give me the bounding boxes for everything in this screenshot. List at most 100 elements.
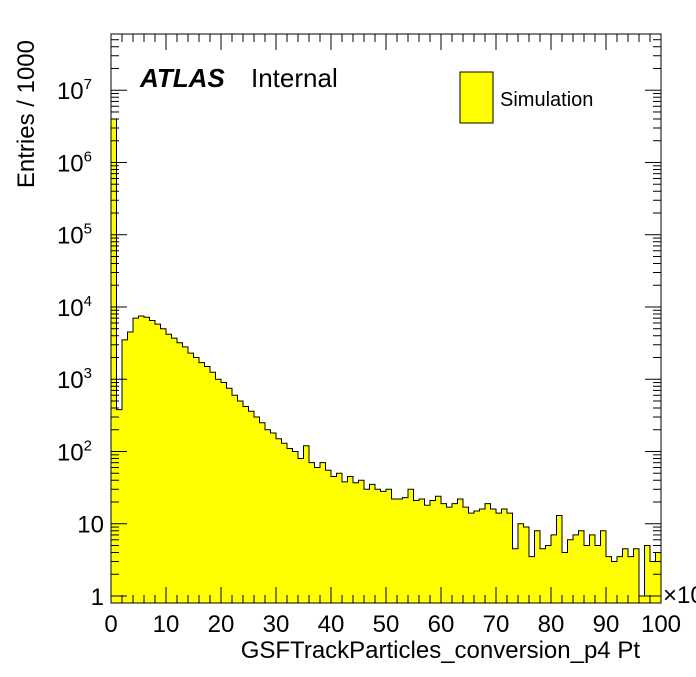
x-tick-label: 10 [153,611,180,638]
histogram-bin [254,417,260,603]
legend-label-simulation: Simulation [500,89,593,111]
x-tick-label: 90 [593,611,620,638]
histogram-bin [617,556,623,603]
histogram-bin [193,357,200,603]
histogram-bin [122,339,128,603]
histogram-bin [287,448,293,603]
plot-frame [110,33,662,604]
histogram-bin [127,332,134,603]
histogram-bin [133,318,139,603]
histogram-bin [386,489,392,603]
histogram-bars [110,118,662,604]
x-tick-label: 80 [538,611,565,638]
histogram-bin [419,499,425,603]
histogram-bin [639,595,645,603]
histogram-bin [314,467,321,603]
x-tick-label: 20 [208,611,235,638]
histogram-bin [215,379,222,603]
histogram-bin [160,328,167,603]
histogram-bin [149,320,156,603]
x-tick-label: 30 [263,611,290,638]
histogram-bin [281,443,288,603]
histogram-bin [364,489,370,603]
histogram-bin [292,451,299,603]
histogram-bin [567,539,574,603]
histogram-bin [589,534,596,603]
histogram-bin [259,422,266,603]
histogram-bin [276,438,282,603]
histogram-bin [369,484,376,603]
histogram-bin [545,545,552,603]
histogram-bin [523,527,530,603]
histogram-bin [556,515,563,603]
histogram-bin [204,366,211,603]
histogram-bin [501,508,508,603]
histogram-bin [171,338,178,603]
histogram-bin [303,445,310,603]
histogram-bin [573,534,579,603]
histogram-bin [595,545,601,603]
x-multiplier-label: ×103 [663,580,696,609]
x-tick-label: 40 [318,611,345,638]
histogram-bin [347,476,354,603]
histogram-bin [111,118,117,604]
histogram-bin [199,362,205,603]
histogram-bin [397,499,403,603]
axis-tick-labels: 0 10 20 30 40 50 60 70 80 90 100110102103104105106… [57,76,681,638]
histogram-bin [622,548,629,603]
histogram-bin [232,395,238,603]
x-tick-label: 100 [641,611,681,638]
histogram-bin [270,433,277,603]
y-tick-label: 104 [57,293,92,322]
histogram-bin [413,500,420,603]
histogram-bin [320,462,326,603]
histogram-bin [490,508,497,603]
x-axis-title: GSFTrackParticles_conversion_p4 Pt [241,637,641,664]
histogram-bin [534,530,541,603]
histogram-bin [435,496,442,603]
histogram-bin [248,411,255,603]
histogram-bin [325,470,332,603]
y-tick-label: 103 [57,365,92,394]
histogram-bin [463,507,469,603]
histogram-bin [479,508,486,603]
histogram-bin [336,473,343,603]
histogram-bin [507,513,513,603]
y-tick-label: 107 [57,76,92,105]
histogram-bin [138,316,145,603]
histogram-bin [655,552,662,603]
histogram-bin [226,388,233,603]
histogram-bin [188,353,194,603]
histogram-bin [408,489,414,603]
histogram-bin [375,489,381,603]
histogram-bin [441,503,447,603]
histogram-bin [177,342,183,603]
y-tick-label: 105 [57,221,92,250]
histogram-bin [155,324,161,603]
histogram-bin [628,556,634,603]
axis-ticks [110,33,662,603]
histogram-bin [402,497,409,603]
histogram-bin [468,513,475,603]
histogram-bin [485,503,491,603]
histogram-bin [342,481,348,603]
histogram-bin [644,545,651,603]
internal-label: Internal [251,63,338,93]
y-tick-label: 102 [57,437,92,466]
histogram-bin [358,480,365,603]
histogram-bin [446,507,453,603]
histogram-bin [562,552,568,603]
histogram-bin [518,523,524,603]
histogram-bin [540,548,546,603]
histogram-bin [237,400,244,603]
histogram-bin [331,476,337,603]
histogram-bin [611,561,618,603]
histogram-bin [452,503,458,603]
histogram-bin [380,491,387,603]
legend-swatch [459,71,494,124]
histogram-bin [457,499,464,603]
histogram-bin [243,406,249,603]
x-tick-label: 60 [428,611,455,638]
histogram-bin [182,346,189,603]
